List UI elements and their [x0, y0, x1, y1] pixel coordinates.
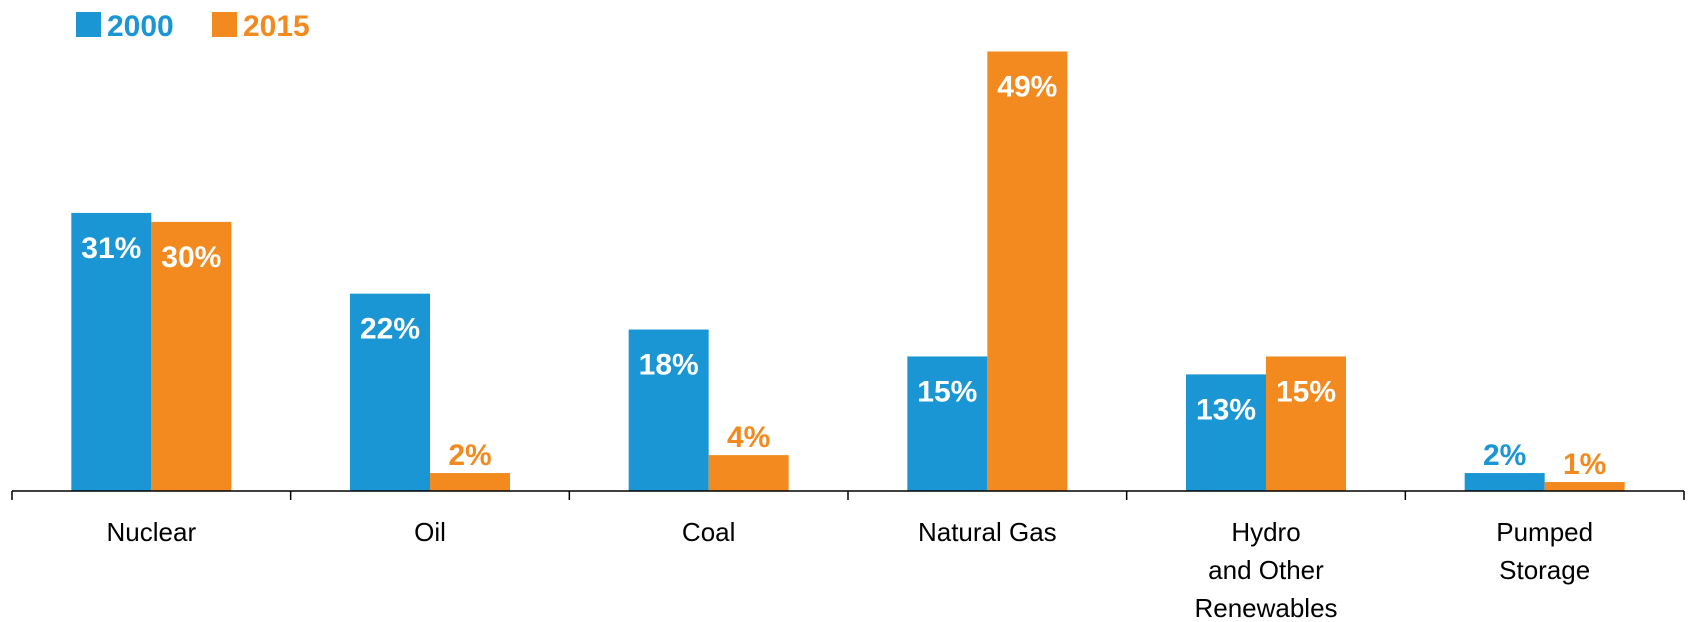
category-labels: Nuclear Oil Coal Natural Gas Hydro and Other R… — [107, 517, 1594, 622]
category-label-line: and Other — [1208, 555, 1324, 585]
bar-2000-2 — [628, 329, 709, 491]
legend-swatch-2000 — [76, 12, 101, 37]
bar-value-label: 49% — [997, 70, 1057, 103]
bar-2000-4 — [1186, 374, 1266, 491]
category-label: Oil — [414, 517, 446, 547]
legend-swatch-2015 — [212, 12, 237, 37]
bar-value-label: 2% — [448, 439, 491, 472]
category-label-line: Renewables — [1194, 593, 1337, 622]
category-label-line: Coal — [682, 517, 735, 547]
category-label-line: Nuclear — [107, 517, 197, 547]
category-label: Hydro and Other Renewables — [1194, 517, 1337, 622]
bar-2015-1 — [430, 473, 510, 491]
category-label: Natural Gas — [918, 517, 1057, 547]
category-label-line: Hydro — [1231, 517, 1300, 547]
x-axis — [11, 490, 1685, 500]
bar-value-label: 15% — [1276, 375, 1336, 408]
bar-value-label: 30% — [161, 241, 221, 274]
bar-value-label: 1% — [1563, 448, 1606, 481]
bar-value-label: 2% — [1483, 439, 1526, 472]
bar-2000-5 — [1464, 473, 1545, 491]
bar-value-label: 4% — [727, 421, 770, 454]
category-label: Nuclear — [107, 517, 197, 547]
legend-label-2015: 2015 — [243, 10, 310, 43]
category-label-line: Pumped — [1496, 517, 1593, 547]
bar-2015-0 — [151, 221, 232, 491]
bar-series: 31% 30% 22% 2% 18% 4% 15% 49% 13% 15% 2% 1% — [71, 51, 1625, 491]
category-label-line: Natural Gas — [918, 517, 1057, 547]
bar-value-label: 22% — [360, 313, 420, 346]
bar-value-label: 13% — [1196, 393, 1256, 426]
bar-2015-2 — [708, 455, 789, 491]
bar-2015-4 — [1266, 356, 1346, 491]
category-label-line: Oil — [414, 517, 446, 547]
bar-value-label: 18% — [639, 349, 699, 382]
bar-2000-1 — [350, 293, 430, 491]
legend-label-2000: 2000 — [107, 10, 174, 43]
category-label: Pumped Storage — [1496, 517, 1593, 585]
category-label: Coal — [682, 517, 735, 547]
bar-value-label: 31% — [81, 232, 141, 265]
bar-value-label: 15% — [917, 375, 977, 408]
bar-2000-0 — [71, 212, 152, 491]
bar-2000-3 — [907, 356, 988, 491]
bar-2015-3 — [987, 51, 1068, 491]
bar-2015-5 — [1544, 482, 1625, 491]
chart-legend: 2000 2015 — [76, 10, 310, 43]
category-label-line: Storage — [1499, 555, 1590, 585]
